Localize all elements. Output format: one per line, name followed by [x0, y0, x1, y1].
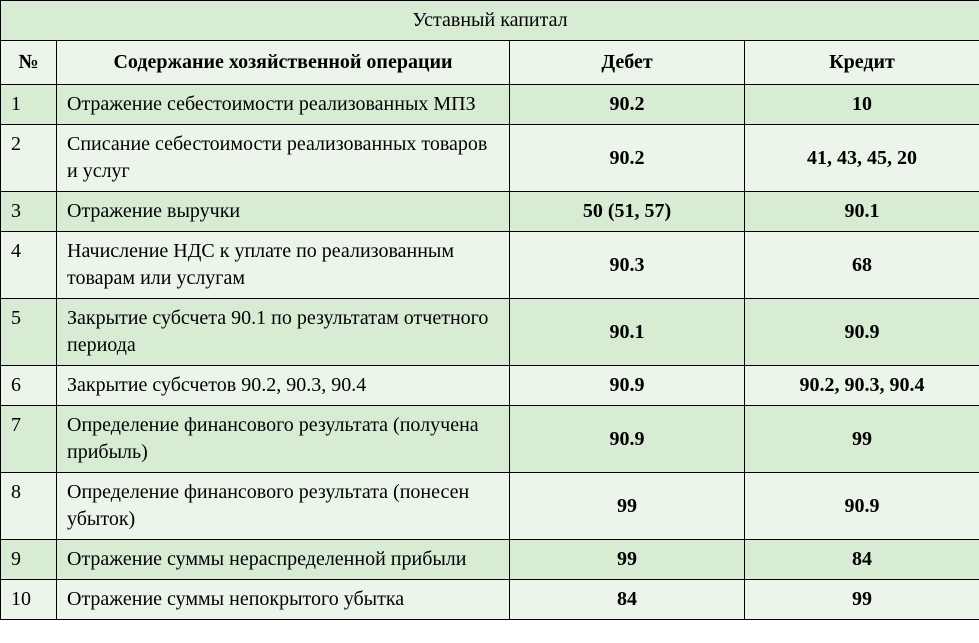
table-title-row: Уставный капитал — [1, 1, 979, 41]
row-num: 5 — [1, 299, 57, 366]
row-num: 7 — [1, 406, 57, 473]
row-num: 1 — [1, 85, 57, 125]
table-row: 4 Начисление НДС к уплате по реализованн… — [1, 232, 979, 299]
row-desc: Отражение суммы нераспределенной прибыли — [57, 540, 510, 580]
row-credit: 68 — [745, 232, 979, 299]
row-desc: Начисление НДС к уплате по реализованным… — [57, 232, 510, 299]
row-desc: Отражение суммы непокрытого убытка — [57, 580, 510, 620]
row-debit: 90.2 — [510, 125, 745, 192]
row-num: 4 — [1, 232, 57, 299]
row-num: 8 — [1, 473, 57, 540]
row-credit: 90.9 — [745, 473, 979, 540]
row-debit: 99 — [510, 473, 745, 540]
header-num: № — [1, 41, 57, 85]
row-credit: 90.2, 90.3, 90.4 — [745, 366, 979, 406]
row-desc: Отражение себестоимости реализованных МП… — [57, 85, 510, 125]
row-credit: 10 — [745, 85, 979, 125]
row-num: 6 — [1, 366, 57, 406]
row-debit: 90.2 — [510, 85, 745, 125]
row-desc: Закрытие субсчета 90.1 по результатам от… — [57, 299, 510, 366]
table-row: 7 Определение финансового результата (по… — [1, 406, 979, 473]
table-row: 10 Отражение суммы непокрытого убытка 84… — [1, 580, 979, 620]
row-num: 10 — [1, 580, 57, 620]
accounting-table: Уставный капитал № Содержание хозяйствен… — [0, 0, 979, 620]
row-num: 2 — [1, 125, 57, 192]
table-row: 6 Закрытие субсчетов 90.2, 90.3, 90.4 90… — [1, 366, 979, 406]
row-desc: Списание себестоимости реализованных тов… — [57, 125, 510, 192]
row-credit: 99 — [745, 406, 979, 473]
row-credit: 90.1 — [745, 192, 979, 232]
table-row: 2 Списание себестоимости реализованных т… — [1, 125, 979, 192]
header-debit: Дебет — [510, 41, 745, 85]
header-desc: Содержание хозяйственной операции — [57, 41, 510, 85]
row-debit: 90.9 — [510, 406, 745, 473]
row-num: 9 — [1, 540, 57, 580]
row-credit: 41, 43, 45, 20 — [745, 125, 979, 192]
row-desc: Отражение выручки — [57, 192, 510, 232]
header-credit: Кредит — [745, 41, 979, 85]
row-credit: 84 — [745, 540, 979, 580]
row-num: 3 — [1, 192, 57, 232]
row-desc: Закрытие субсчетов 90.2, 90.3, 90.4 — [57, 366, 510, 406]
row-credit: 99 — [745, 580, 979, 620]
row-debit: 90.1 — [510, 299, 745, 366]
accounting-table-container: Уставный капитал № Содержание хозяйствен… — [0, 0, 979, 620]
row-debit: 90.9 — [510, 366, 745, 406]
row-credit: 90.9 — [745, 299, 979, 366]
row-debit: 90.3 — [510, 232, 745, 299]
row-desc: Определение финансового результата (полу… — [57, 406, 510, 473]
row-debit: 84 — [510, 580, 745, 620]
row-debit: 99 — [510, 540, 745, 580]
row-desc: Определение финансового результата (поне… — [57, 473, 510, 540]
table-row: 8 Определение финансового результата (по… — [1, 473, 979, 540]
table-title: Уставный капитал — [1, 1, 979, 41]
table-header-row: № Содержание хозяйственной операции Дебе… — [1, 41, 979, 85]
row-debit: 50 (51, 57) — [510, 192, 745, 232]
table-row: 3 Отражение выручки 50 (51, 57) 90.1 — [1, 192, 979, 232]
table-row: 1 Отражение себестоимости реализованных … — [1, 85, 979, 125]
table-row: 5 Закрытие субсчета 90.1 по результатам … — [1, 299, 979, 366]
table-row: 9 Отражение суммы нераспределенной прибы… — [1, 540, 979, 580]
